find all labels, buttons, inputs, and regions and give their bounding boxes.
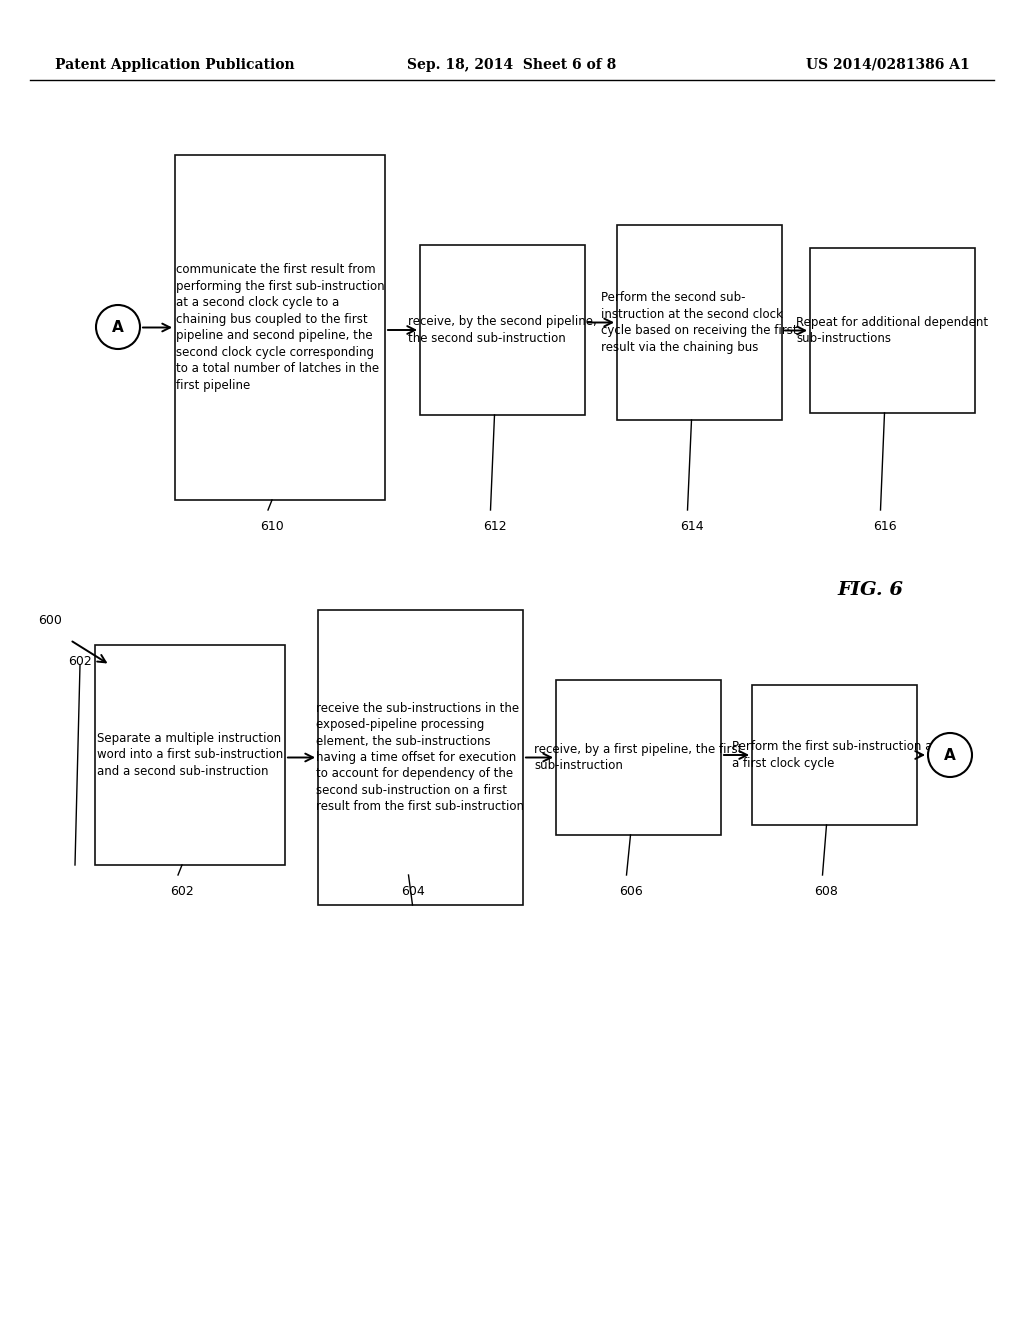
FancyBboxPatch shape [810, 248, 975, 413]
FancyBboxPatch shape [420, 246, 585, 414]
Text: 602: 602 [170, 884, 194, 898]
FancyBboxPatch shape [556, 680, 721, 836]
Text: 600: 600 [38, 614, 61, 627]
Text: US 2014/0281386 A1: US 2014/0281386 A1 [806, 58, 970, 73]
Text: Sep. 18, 2014  Sheet 6 of 8: Sep. 18, 2014 Sheet 6 of 8 [408, 58, 616, 73]
Text: Perform the first sub-instruction at
a first clock cycle: Perform the first sub-instruction at a f… [732, 741, 937, 770]
Text: 606: 606 [618, 884, 642, 898]
Text: A: A [944, 747, 955, 763]
FancyBboxPatch shape [617, 224, 782, 420]
Text: Perform the second sub-
instruction at the second clock
cycle based on receiving: Perform the second sub- instruction at t… [601, 292, 798, 354]
Text: Repeat for additional dependent
sub-instructions: Repeat for additional dependent sub-inst… [797, 315, 988, 346]
Text: Patent Application Publication: Patent Application Publication [55, 58, 295, 73]
Text: receive the sub-instructions in the
exposed-pipeline processing
element, the sub: receive the sub-instructions in the expo… [316, 701, 524, 813]
Text: receive, by a first pipeline, the first
sub-instruction: receive, by a first pipeline, the first … [535, 743, 742, 772]
Circle shape [928, 733, 972, 777]
Text: Separate a multiple instruction
word into a first sub-instruction
and a second s: Separate a multiple instruction word int… [97, 733, 283, 777]
Text: receive, by the second pipeline,
the second sub-instruction: receive, by the second pipeline, the sec… [409, 315, 597, 345]
Text: 610: 610 [260, 520, 284, 533]
Text: 602: 602 [69, 655, 92, 668]
FancyBboxPatch shape [752, 685, 918, 825]
Circle shape [96, 305, 140, 348]
Text: 614: 614 [680, 520, 703, 533]
FancyBboxPatch shape [175, 154, 385, 500]
FancyBboxPatch shape [318, 610, 523, 906]
Text: communicate the first result from
performing the first sub-instruction
at a seco: communicate the first result from perfor… [176, 263, 384, 392]
Text: 604: 604 [400, 884, 424, 898]
Text: A: A [112, 319, 124, 334]
Text: 608: 608 [814, 884, 839, 898]
Text: 612: 612 [482, 520, 506, 533]
Text: FIG. 6: FIG. 6 [837, 581, 903, 599]
Text: 616: 616 [872, 520, 896, 533]
FancyBboxPatch shape [95, 645, 285, 865]
